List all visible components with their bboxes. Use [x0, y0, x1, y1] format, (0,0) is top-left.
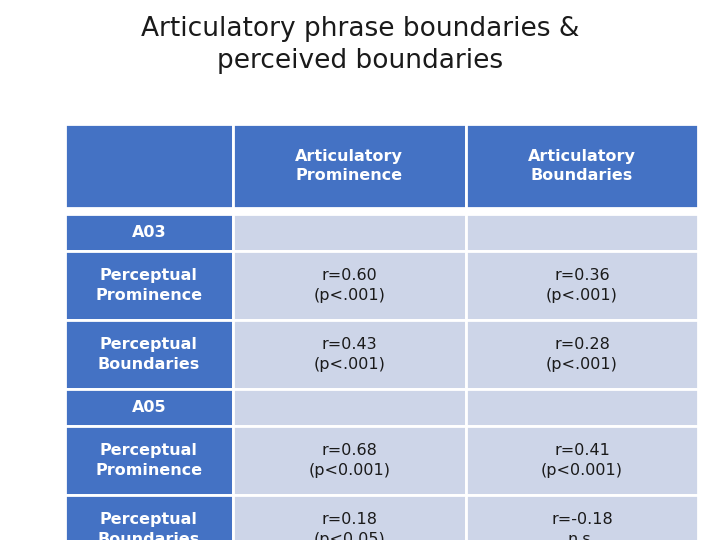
Text: A03: A03 [132, 225, 166, 240]
Bar [233, 495, 466, 540]
Text: Perceptual
Prominence: Perceptual Prominence [95, 443, 202, 478]
Bar [65, 214, 233, 251]
Bar [233, 124, 466, 208]
Bar [466, 495, 698, 540]
Bar [65, 389, 233, 426]
Text: Perceptual
Prominence: Perceptual Prominence [95, 268, 202, 303]
Text: Articulatory
Prominence: Articulatory Prominence [295, 148, 403, 184]
Bar [65, 320, 233, 389]
Bar [65, 124, 233, 208]
Text: Articulatory
Boundaries: Articulatory Boundaries [528, 148, 636, 184]
Text: r=0.43
(p<.001): r=0.43 (p<.001) [313, 338, 385, 372]
Bar [233, 389, 466, 426]
Text: r=0.41
(p<0.001): r=0.41 (p<0.001) [541, 443, 623, 478]
Text: Perceptual
Boundaries: Perceptual Boundaries [98, 512, 200, 540]
Bar [233, 251, 466, 320]
Bar [65, 426, 233, 495]
Bar [233, 320, 466, 389]
Bar [65, 251, 233, 320]
Text: r=0.18
(p<0.05): r=0.18 (p<0.05) [313, 512, 385, 540]
Text: r=-0.18
n.s.: r=-0.18 n.s. [551, 512, 613, 540]
Bar [466, 426, 698, 495]
Text: Perceptual
Boundaries: Perceptual Boundaries [98, 338, 200, 372]
Text: r=0.36
(p<.001): r=0.36 (p<.001) [546, 268, 618, 303]
Bar [466, 320, 698, 389]
Bar [466, 214, 698, 251]
Text: r=0.68
(p<0.001): r=0.68 (p<0.001) [308, 443, 390, 478]
Bar [233, 426, 466, 495]
Text: r=0.28
(p<.001): r=0.28 (p<.001) [546, 338, 618, 372]
Bar [233, 214, 466, 251]
Text: r=0.60
(p<.001): r=0.60 (p<.001) [313, 268, 385, 303]
Bar [65, 495, 233, 540]
Text: Articulatory phrase boundaries &
perceived boundaries: Articulatory phrase boundaries & perceiv… [141, 16, 579, 74]
Text: A05: A05 [132, 400, 166, 415]
Bar [466, 124, 698, 208]
Bar [466, 389, 698, 426]
Bar [466, 251, 698, 320]
